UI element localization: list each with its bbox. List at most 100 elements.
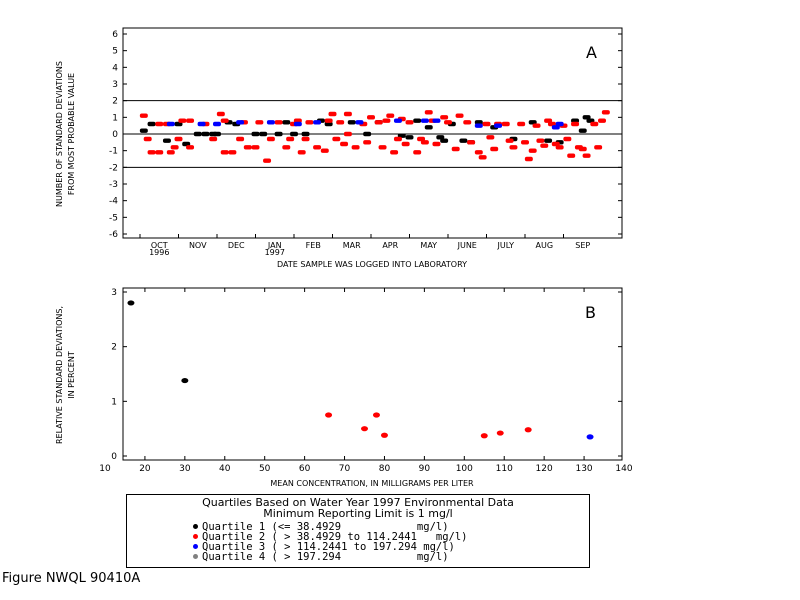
point-quartile-1: [474, 120, 483, 125]
point-quartile-2: [228, 150, 237, 155]
point-quartile-3: [420, 118, 429, 123]
point-quartile-2: [582, 153, 591, 158]
point-quartile-2: [378, 145, 387, 150]
point-quartile-2: [220, 118, 229, 123]
point-quartile-1: [181, 377, 189, 384]
point-quartile-1: [127, 300, 135, 306]
point-quartile-1: [528, 120, 537, 125]
point-quartile-1: [413, 118, 422, 123]
panel-b-ylabel-line1: RELATIVE STANDARD DEVIATIONS,: [55, 306, 64, 444]
point-quartile-2: [361, 426, 368, 432]
legend: Quartiles Based on Water Year 1997 Envir…: [126, 494, 590, 568]
point-quartile-1: [213, 131, 221, 137]
legend-entry-label: Quartile 4 ( > 197.294 mg/l): [202, 551, 449, 563]
point-quartile-1: [259, 131, 268, 137]
figure-identifier: Figure NWQL 90410A: [2, 571, 141, 586]
x-tick-label: SEP: [575, 241, 590, 250]
point-quartile-2: [236, 136, 245, 142]
y-tick-label: -6: [109, 230, 118, 240]
x-tick-label: APR: [382, 241, 398, 250]
legend-marker-quartile-4: [193, 553, 198, 559]
x-tick-label: 40: [219, 464, 231, 474]
panel-b-letter: B: [585, 303, 596, 322]
point-quartile-1: [282, 120, 291, 125]
point-quartile-2: [401, 141, 410, 147]
x-tick-label: 130: [575, 464, 592, 474]
point-quartile-1: [174, 121, 183, 127]
point-quartile-2: [293, 118, 302, 123]
point-quartile-1: [182, 141, 191, 147]
x-tick-label: 30: [179, 464, 191, 474]
point-quartile-2: [393, 136, 402, 142]
point-quartile-2: [367, 115, 375, 120]
point-quartile-2: [521, 140, 529, 145]
point-quartile-2: [474, 150, 483, 155]
point-quartile-2: [186, 145, 195, 150]
point-quartile-2: [266, 136, 275, 142]
point-quartile-2: [486, 135, 495, 140]
y-tick-label: -2: [109, 163, 118, 173]
y-tick-label: -4: [109, 197, 118, 207]
point-quartile-3: [166, 121, 175, 127]
point-quartile-1: [571, 118, 580, 123]
y-tick-label: 3: [112, 80, 118, 90]
point-quartile-1: [301, 131, 310, 137]
point-quartile-2: [343, 111, 352, 117]
y-tick-label: 2: [111, 343, 117, 353]
x-tick-label: AUG: [535, 241, 553, 250]
point-quartile-2: [139, 113, 148, 118]
x-tick-label: 20: [139, 464, 151, 474]
x-tick-label: 120: [536, 464, 553, 474]
point-quartile-2: [551, 141, 560, 147]
point-quartile-2: [251, 145, 260, 150]
point-quartile-2: [382, 118, 391, 123]
x-tick-label: 60: [299, 464, 311, 474]
point-quartile-2: [509, 145, 518, 150]
panel-b-y-ticks: 0 1 2 3: [111, 288, 622, 462]
x-tick-label: MAY: [420, 241, 437, 250]
point-quartile-2: [386, 113, 395, 118]
legend-marker-quartile-1: [193, 523, 198, 529]
point-quartile-1: [324, 121, 333, 127]
point-quartile-2: [301, 136, 310, 142]
point-quartile-2: [282, 145, 291, 150]
point-quartile-2: [567, 153, 576, 158]
point-quartile-2: [547, 121, 556, 127]
y-tick-label: -3: [109, 180, 118, 190]
point-quartile-2: [313, 145, 322, 150]
point-quartile-2: [594, 145, 603, 150]
point-quartile-3: [474, 123, 483, 128]
x-tick-year-label: 1997: [265, 248, 285, 257]
point-quartile-2: [571, 121, 580, 127]
point-quartile-3: [236, 120, 245, 125]
point-quartile-3: [197, 121, 206, 127]
point-quartile-2: [451, 146, 460, 152]
point-quartile-2: [178, 118, 187, 123]
point-quartile-2: [166, 150, 175, 155]
point-quartile-2: [155, 150, 164, 155]
point-quartile-2: [209, 136, 218, 142]
legend-entry-quartile-3: Quartile 3 ( > 114.2441 to 197.294 mg/l): [193, 542, 455, 553]
point-quartile-1: [193, 131, 202, 137]
x-tick-label: MAR: [343, 241, 361, 250]
y-tick-label: 3: [111, 288, 117, 298]
panel-b-ylabel-line2: IN PERCENT: [67, 351, 76, 399]
point-quartile-1: [139, 128, 148, 133]
x-tick-label: NOV: [189, 241, 207, 250]
y-tick-label: 2: [112, 97, 118, 107]
point-quartile-2: [544, 118, 553, 123]
point-quartile-2: [524, 156, 533, 162]
point-quartile-3: [586, 434, 594, 440]
x-tick-label: 70: [339, 464, 351, 474]
panel-b: 0 1 2 3 10 20 30 40 50 60 70 80 90 100 110 120 130 140 B…: [55, 287, 633, 488]
point-quartile-2: [320, 148, 329, 153]
y-tick-label: 1: [112, 113, 118, 123]
point-quartile-1: [582, 115, 591, 120]
point-quartile-1: [162, 138, 171, 143]
panel-a-ylabel-line2: FROM MOST PROBABLE VALUE: [67, 73, 76, 195]
panel-b-xlabel: MEAN CONCENTRATION, IN MILLIGRAMS PER LI…: [270, 479, 474, 488]
x-tick-label: 140: [615, 464, 632, 474]
